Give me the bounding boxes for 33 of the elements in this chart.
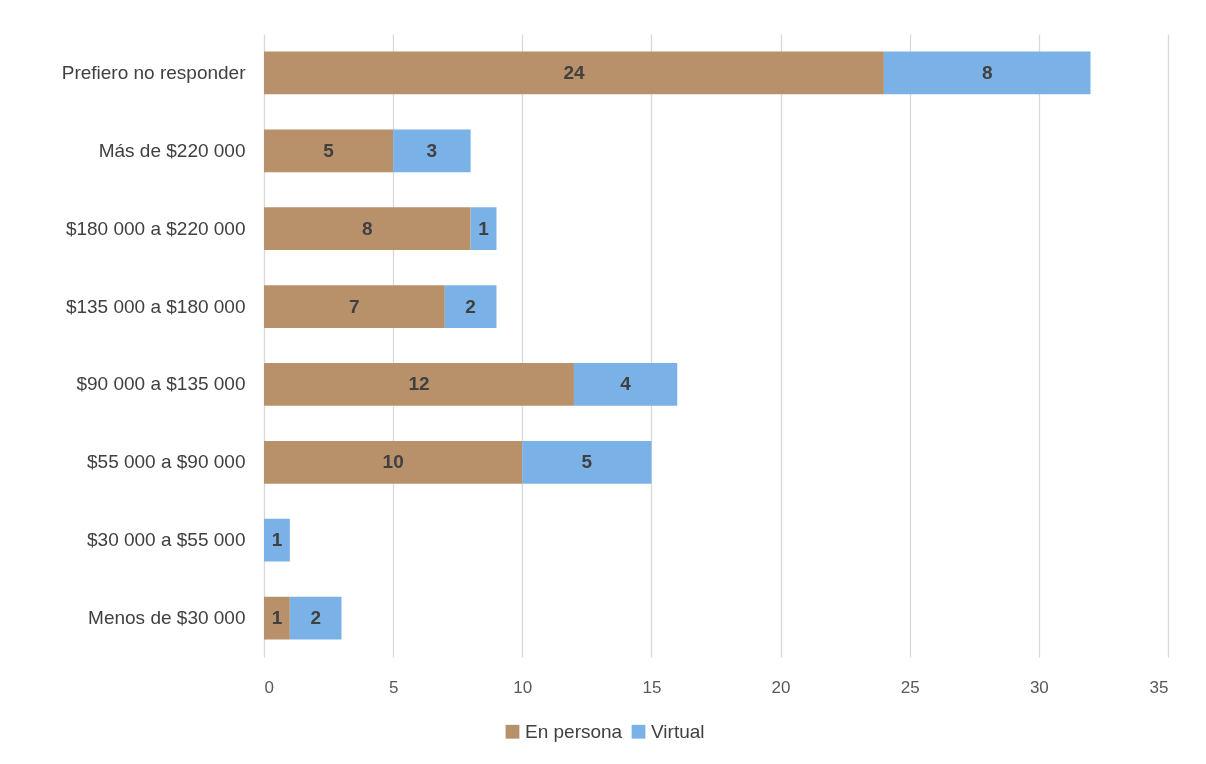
y-tick-label: $90 000 a $135 000 bbox=[76, 373, 246, 395]
data-label: 3 bbox=[426, 139, 438, 161]
x-tick-label: 10 bbox=[513, 677, 533, 697]
data-label: 4 bbox=[620, 373, 632, 395]
data-label: 5 bbox=[581, 451, 593, 473]
data-label: 1 bbox=[271, 607, 283, 629]
data-label: 1 bbox=[271, 529, 283, 551]
data-label: 24 bbox=[563, 61, 585, 83]
x-tick-label: 35 bbox=[1149, 677, 1169, 697]
data-label: 1 bbox=[478, 217, 490, 239]
y-tick-label: Más de $220 000 bbox=[98, 139, 246, 161]
data-label: 5 bbox=[323, 139, 335, 161]
y-tick-label: Prefiero no responder bbox=[61, 61, 247, 83]
legend-label: En persona bbox=[525, 720, 623, 742]
x-tick-label: 25 bbox=[900, 677, 920, 697]
data-label: 8 bbox=[362, 217, 373, 239]
x-tick-label: 15 bbox=[642, 677, 662, 697]
data-label: 12 bbox=[408, 373, 430, 395]
legend-label: Virtual bbox=[651, 720, 705, 742]
x-tick-label: 0 bbox=[264, 677, 274, 697]
data-label: 2 bbox=[310, 607, 321, 629]
y-tick-label: $180 000 a $220 000 bbox=[65, 217, 246, 239]
data-label: 10 bbox=[382, 451, 404, 473]
x-tick-label: 5 bbox=[388, 677, 399, 697]
data-label: 7 bbox=[349, 295, 360, 317]
y-tick-label: Menos de $30 000 bbox=[88, 607, 246, 629]
y-tick-label: $55 000 a $90 000 bbox=[87, 451, 246, 473]
data-label: 8 bbox=[981, 61, 993, 83]
data-label: 2 bbox=[465, 295, 476, 317]
x-tick-label: 30 bbox=[1029, 677, 1049, 697]
y-tick-label: $30 000 a $55 000 bbox=[87, 529, 246, 551]
x-tick-label: 20 bbox=[771, 677, 791, 697]
y-tick-label: $135 000 a $180 000 bbox=[65, 295, 246, 317]
